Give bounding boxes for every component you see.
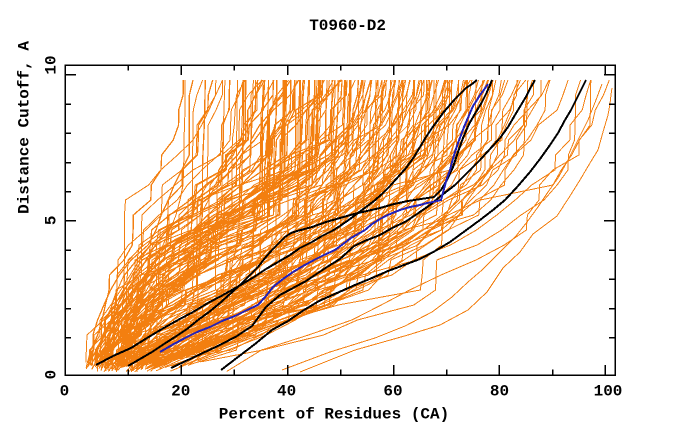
svg-text:Distance Cutoff, A: Distance Cutoff, A xyxy=(15,41,33,214)
svg-text:20: 20 xyxy=(171,382,190,400)
svg-text:40: 40 xyxy=(277,382,296,400)
svg-text:100: 100 xyxy=(594,382,623,400)
svg-text:0: 0 xyxy=(43,370,61,380)
svg-text:5: 5 xyxy=(43,215,61,225)
svg-text:0: 0 xyxy=(60,382,70,400)
svg-text:Percent of Residues (CA): Percent of Residues (CA) xyxy=(219,405,449,423)
svg-text:60: 60 xyxy=(383,382,402,400)
svg-text:T0960-D2: T0960-D2 xyxy=(309,17,386,35)
svg-text:80: 80 xyxy=(490,382,509,400)
svg-text:10: 10 xyxy=(43,55,61,74)
